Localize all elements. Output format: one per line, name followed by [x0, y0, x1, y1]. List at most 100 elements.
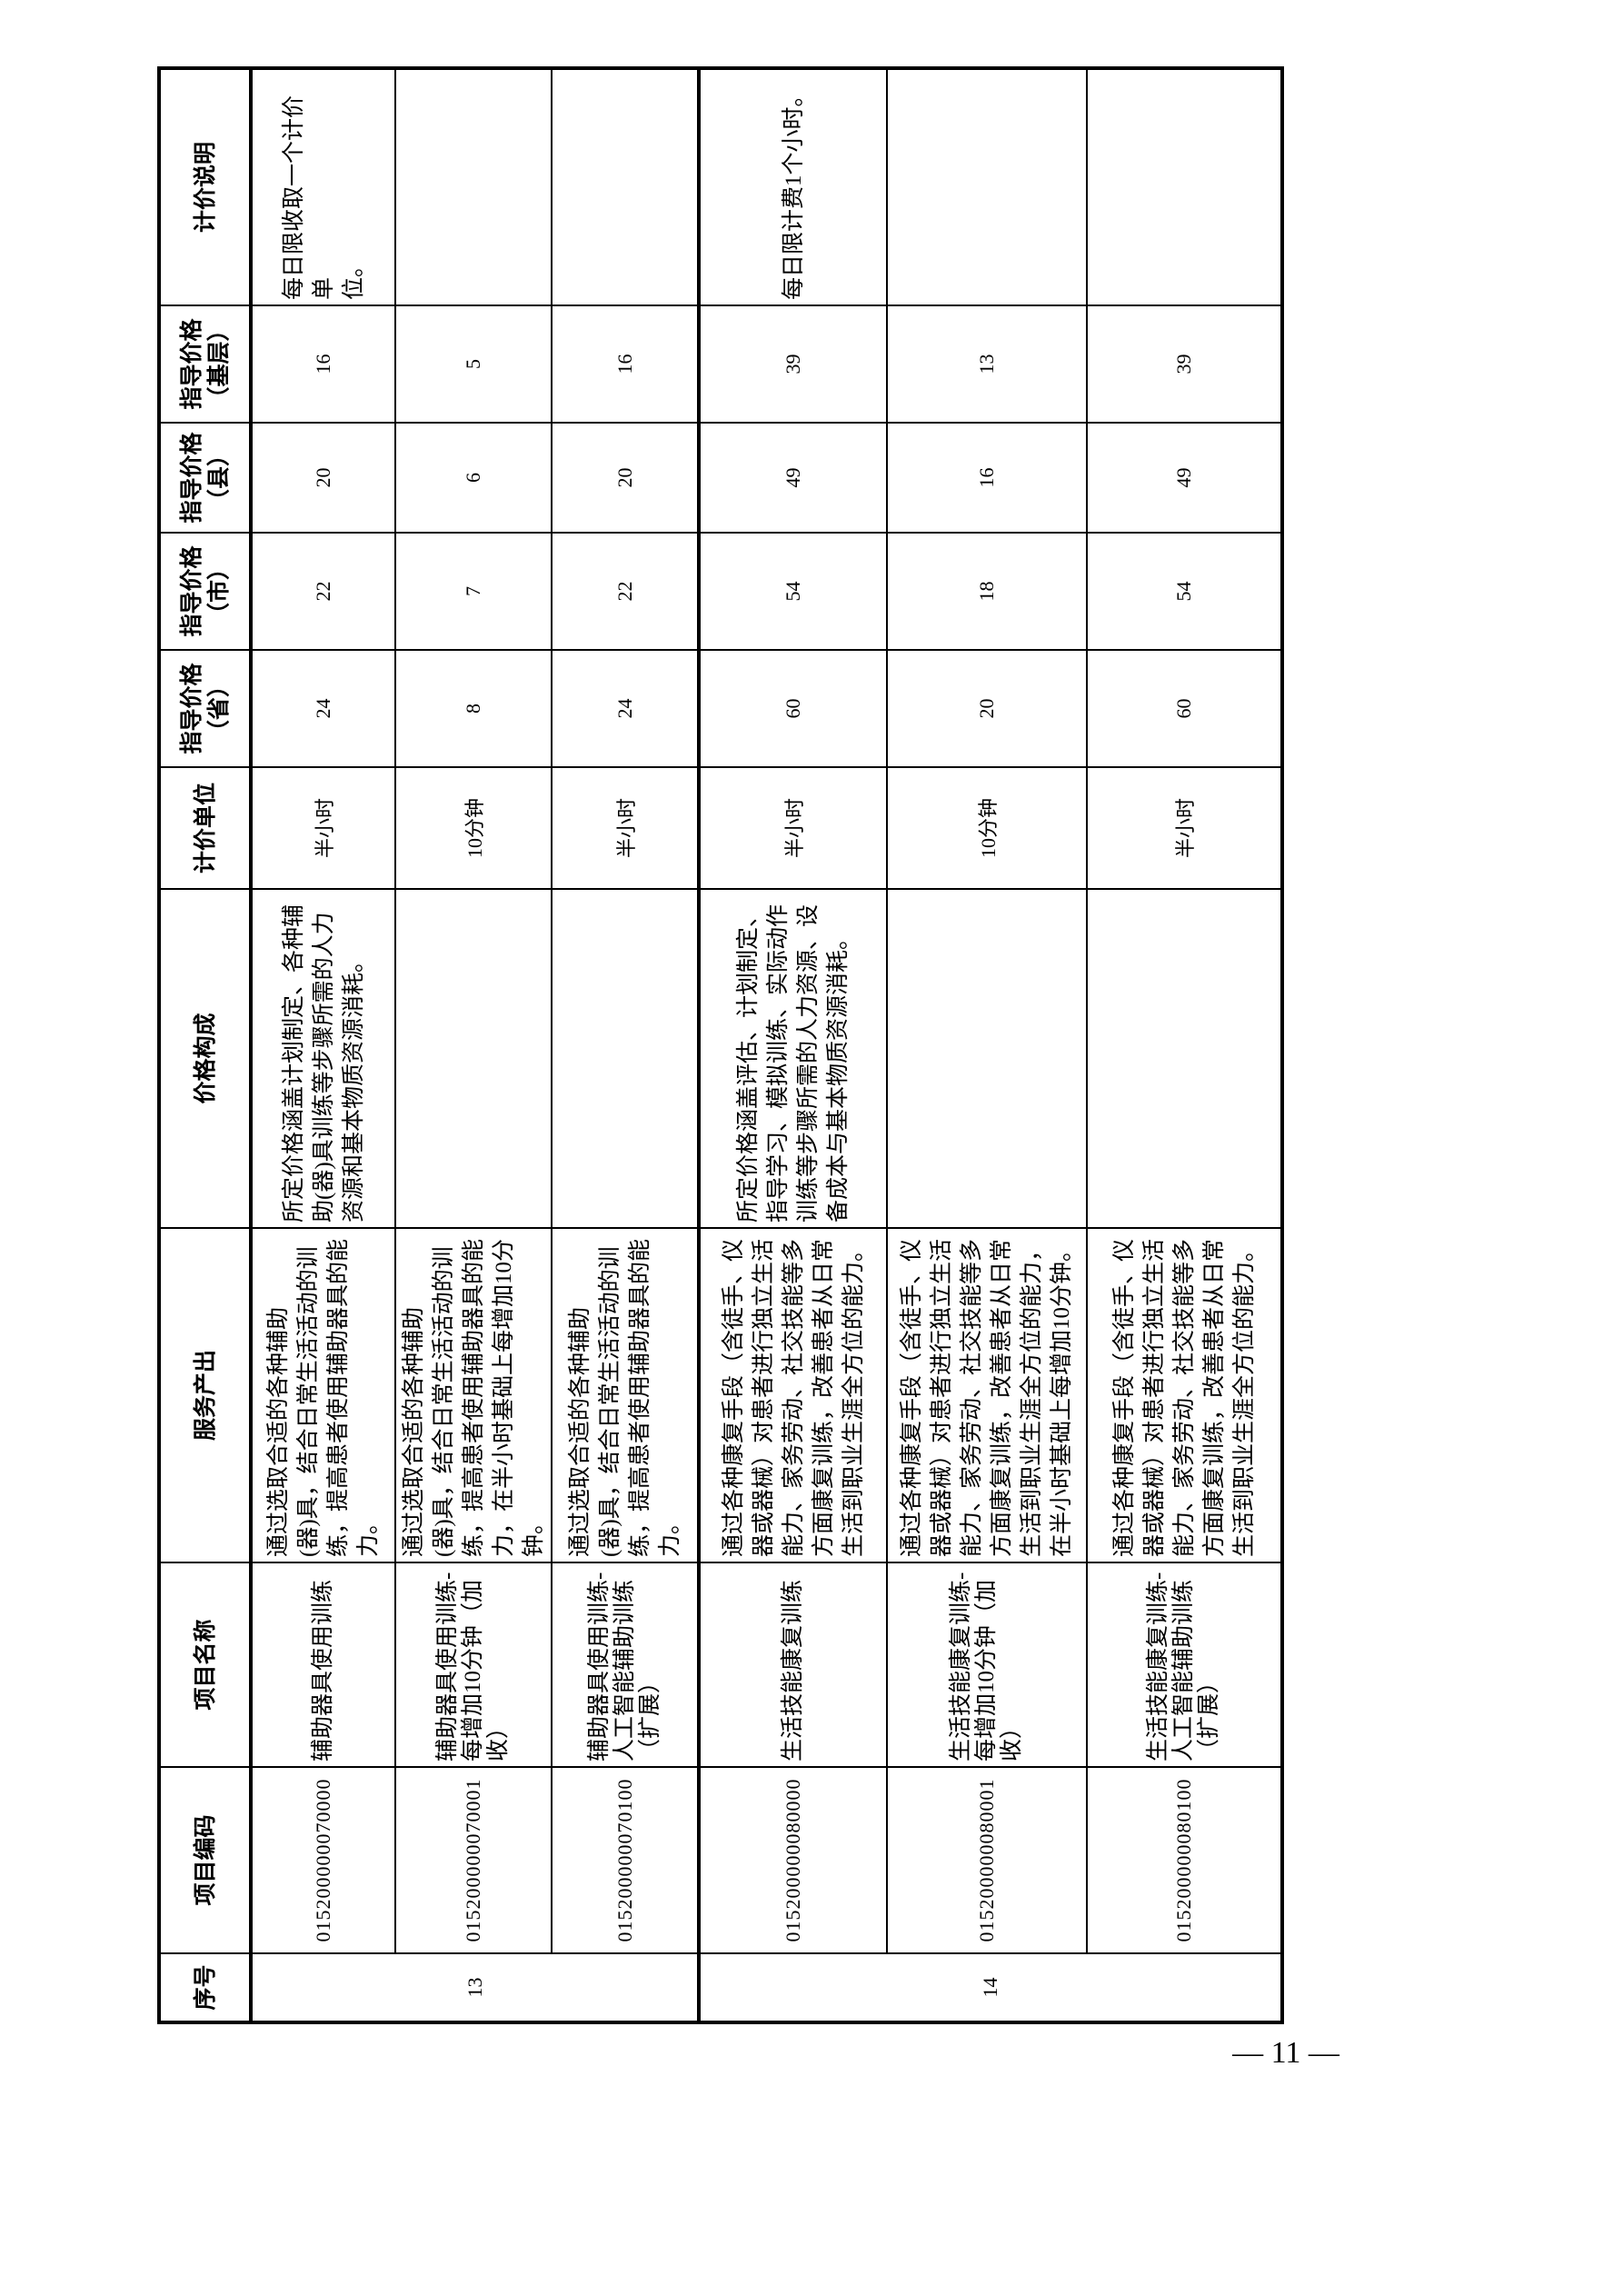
output-cell: 通过各种康复手段（含徒手、仪 器或器械）对患者进行独立生活 能力、家务劳动、社交技能…: [1087, 1228, 1282, 1562]
output-cell: 通过选取合适的各种辅助 (器)具，结合日常生活活动的训 练，提高患者使用辅助器具的能…: [552, 1228, 699, 1562]
table-row: 015200000080100 生活技能康复训练- 人工智能辅助训练 （扩展） 通过各种…: [1087, 68, 1282, 2022]
text-line: 器或器械）对患者进行独立生活: [930, 1238, 954, 1557]
text-line: 收）: [486, 1715, 511, 1762]
header-line: 指导价格: [177, 663, 204, 754]
header-composition: 价格构成: [159, 889, 251, 1228]
price-county-cell: 49: [1087, 423, 1282, 533]
text-line: 辅助器具使用训练-: [435, 1572, 460, 1762]
output-cell: 通过各种康复手段（含徒手、仪 器或器械）对患者进行独立生活 能力、家务劳动、社交技能…: [887, 1228, 1087, 1562]
note-cell: [395, 68, 552, 305]
table-row: 14 015200000080000 生活技能康复训练 通过各种康复手段（含徒手、仪器…: [699, 68, 1282, 2022]
composition-cell: [552, 889, 699, 1228]
name-cell: 生活技能康复训练: [699, 1562, 887, 1767]
text-line: 所定价格涵盖评估、计划制定、: [736, 903, 761, 1223]
output-cell: 通过各种康复手段（含徒手、仪 器或器械）对患者进行独立生活 能力、家务劳动、社交技能…: [699, 1228, 887, 1562]
text-line: 练，提高患者使用辅助器具的能: [461, 1238, 486, 1557]
text-line: （扩展）: [637, 1670, 662, 1762]
price-city-cell: 22: [251, 533, 395, 650]
text-line: 力。: [356, 1511, 381, 1557]
text-line: 辅助器具使用训练: [311, 1579, 335, 1762]
composition-cell: [395, 889, 552, 1228]
note-cell: 每日限收取一个计价单 位。: [251, 68, 395, 305]
text-line: 所定价格涵盖计划制定、各种辅: [281, 903, 306, 1223]
code-cell: 015200000080000: [699, 1767, 887, 1953]
text-line: 通过选取合适的各种辅助: [567, 1306, 592, 1557]
text-line: 收）: [1000, 1715, 1024, 1762]
text-line: 每增加10分钟（加: [974, 1579, 999, 1762]
note-cell: [887, 68, 1087, 305]
name-cell: 辅助器具使用训练: [251, 1562, 395, 1767]
header-line: 指导价格: [177, 432, 204, 524]
output-cell: 通过选取合适的各种辅助 (器)具，结合日常生活活动的训 练，提高患者使用辅助器具的能…: [395, 1228, 552, 1562]
text-line: 能力、家务劳动、社交技能等多: [960, 1238, 984, 1557]
header-line: （基层）: [204, 318, 232, 410]
text-line: (器)具，结合日常生活活动的训: [431, 1246, 456, 1557]
text-line: 生活技能康复训练-: [1146, 1572, 1170, 1762]
seq-cell: 13: [251, 1953, 699, 2022]
composition-cell: [887, 889, 1087, 1228]
header-seq: 序号: [159, 1953, 251, 2022]
composition-cell: [1087, 889, 1282, 1228]
text-line: 通过各种康复手段（含徒手、仪: [900, 1238, 924, 1557]
text-line: 生活到职业生涯全方位的能力。: [1231, 1238, 1257, 1557]
text-line: 通过选取合适的各种辅助: [266, 1306, 291, 1557]
header-line: （省）: [204, 674, 232, 744]
price-grassroots-cell: 13: [887, 305, 1087, 423]
price-province-cell: 24: [251, 650, 395, 767]
price-province-cell: 60: [1087, 650, 1282, 767]
text-line: 人工智能辅助训练: [1171, 1579, 1196, 1762]
unit-cell: 10分钟: [887, 767, 1087, 889]
price-grassroots-cell: 5: [395, 305, 552, 423]
text-line: 通过各种康复手段（含徒手、仪: [1111, 1238, 1137, 1557]
name-cell: 辅助器具使用训练- 人工智能辅助训练 （扩展）: [552, 1562, 699, 1767]
text-line: (器)具，结合日常生活活动的训: [296, 1246, 321, 1557]
text-line: 练，提高患者使用辅助器具的能: [326, 1238, 351, 1557]
output-cell: 通过选取合适的各种辅助 (器)具，结合日常生活活动的训 练，提高患者使用辅助器具的能…: [251, 1228, 395, 1562]
table-row: 015200000070100 辅助器具使用训练- 人工智能辅助训练 （扩展） 通过选取…: [552, 68, 699, 2022]
text-line: 每增加10分钟（加: [461, 1579, 485, 1762]
text-line: 生活到职业生涯全方位的能力。: [841, 1238, 866, 1557]
table-body: 13 015200000070000 辅助器具使用训练 通过选取合适的各种辅助 (器)具…: [251, 68, 1282, 2022]
name-cell: 生活技能康复训练- 人工智能辅助训练 （扩展）: [1087, 1562, 1282, 1767]
table-row: 015200000080001 生活技能康复训练- 每增加10分钟（加 收） 通过各种康…: [887, 68, 1087, 2022]
rotated-table-container: 序号 项目编码 项目名称 服务产出 价格构成 计价单位 指导价格 （省） 指导价…: [157, 66, 1284, 2024]
price-city-cell: 54: [699, 533, 887, 650]
header-output: 服务产出: [159, 1228, 251, 1562]
name-cell: 生活技能康复训练- 每增加10分钟（加 收）: [887, 1562, 1087, 1767]
header-price-province: 指导价格 （省）: [159, 650, 251, 767]
header-line: （市）: [204, 557, 232, 626]
price-city-cell: 22: [552, 533, 699, 650]
text-line: 助(器)具训练等步骤所需的人力: [311, 912, 336, 1223]
text-line: 钟。: [521, 1511, 546, 1557]
text-line: 方面康复训练，改善患者从日常: [990, 1238, 1014, 1557]
code-cell: 015200000070001: [395, 1767, 552, 1953]
text-line: 在半小时基础上每增加10分钟。: [1050, 1238, 1074, 1557]
note-cell: [552, 68, 699, 305]
price-county-cell: 49: [699, 423, 887, 533]
header-row: 序号 项目编码 项目名称 服务产出 价格构成 计价单位 指导价格 （省） 指导价…: [159, 68, 251, 2022]
table-row: 13 015200000070000 辅助器具使用训练 通过选取合适的各种辅助 (器)具…: [251, 68, 699, 2022]
text-line: 位。: [341, 254, 366, 300]
price-county-cell: 6: [395, 423, 552, 533]
price-city-cell: 18: [887, 533, 1087, 650]
price-province-cell: 24: [552, 650, 699, 767]
price-county-cell: 20: [552, 423, 699, 533]
unit-cell: 10分钟: [395, 767, 552, 889]
text-line: 生活技能康复训练-: [949, 1572, 973, 1762]
text-line: 资源和基本物质资源消耗。: [341, 949, 366, 1223]
price-grassroots-cell: 39: [1087, 305, 1282, 423]
text-line: 力，在半小时基础上每增加10分: [491, 1238, 516, 1557]
text-line: 每日限收取一个计价单: [281, 95, 336, 300]
header-unit: 计价单位: [159, 767, 251, 889]
page-number: — 11 —: [1232, 2036, 1339, 2070]
header-price-city: 指导价格 （市）: [159, 533, 251, 650]
unit-cell: 半小时: [251, 767, 395, 889]
price-grassroots-cell: 16: [251, 305, 395, 423]
table-row: 015200000070001 辅助器具使用训练- 每增加10分钟（加 收） 通过选取合…: [395, 68, 552, 2022]
price-city-cell: 7: [395, 533, 552, 650]
composition-cell: 所定价格涵盖评估、计划制定、 指导学习、模拟训练、实际动作 训练等步骤所需的人力资源…: [699, 889, 887, 1228]
text-line: 能力、家务劳动、社交技能等多: [781, 1238, 806, 1557]
text-line: (器)具，结合日常生活活动的训: [597, 1246, 622, 1557]
text-line: 每日限计费1个小时。: [781, 84, 806, 300]
text-line: 人工智能辅助训练: [612, 1579, 637, 1762]
